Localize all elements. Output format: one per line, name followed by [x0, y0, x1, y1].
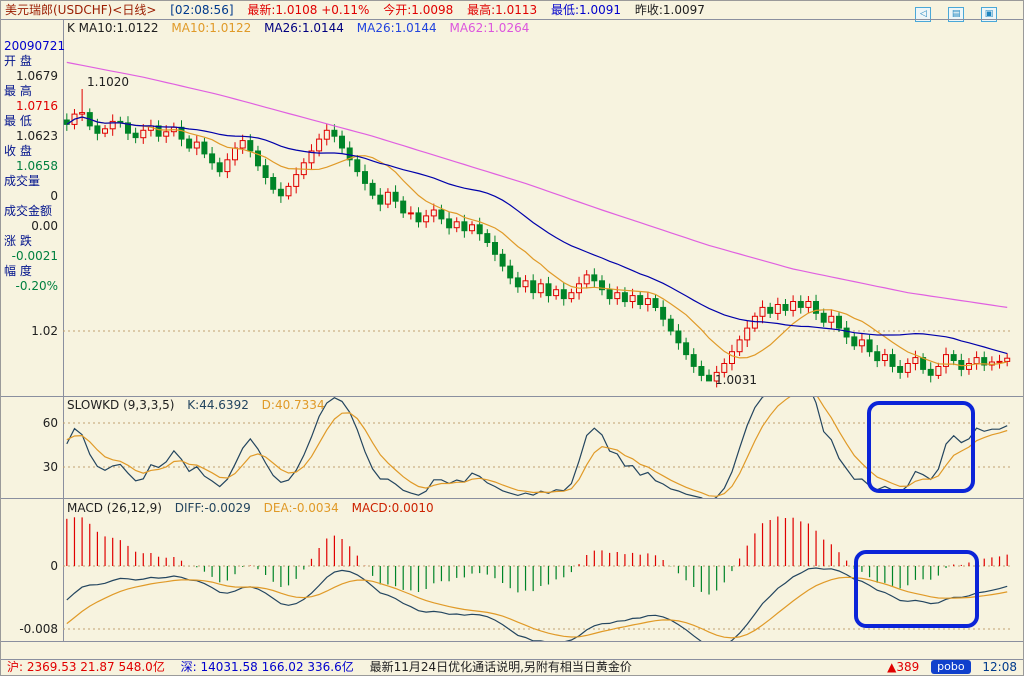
cursor-date: 20090721: [4, 39, 66, 53]
ma-label-k: K MA10:1.0122: [67, 21, 159, 35]
field-low: 最低:1.0091: [550, 3, 621, 17]
panel-layout-icon[interactable]: ▤: [948, 7, 965, 22]
macd-axis-neg008: -0.008: [19, 622, 58, 636]
slowkd-d-value: D:40.7334: [261, 398, 325, 412]
divider-titlebar: [1, 19, 1023, 20]
window-icon[interactable]: ▣: [981, 7, 997, 22]
divider-slowkd-macd: [1, 498, 1023, 499]
row-low: 最 低 1.0623: [4, 114, 58, 143]
divider-sidebar: [63, 19, 64, 641]
symbol-title: 美元瑞郎(USDCHF)<日线>: [5, 3, 157, 17]
macd-diff-value: DIFF:-0.0029: [174, 501, 251, 515]
high-price-label: 1.1020: [87, 75, 129, 89]
macd-axis-0: 0: [50, 559, 58, 573]
slowkd-title: SLOWKD (9,3,3,5): [67, 398, 175, 412]
row-change: 涨 跌 -0.0021: [4, 234, 58, 263]
back-icon[interactable]: ◁: [915, 7, 932, 22]
quote-sidebar: 20090721 开 盘 1.0679 最 高 1.0716 最 低 1.062…: [1, 19, 66, 294]
date-axis: 日线 200906 08 09 10 11: [1, 641, 1023, 659]
index-shanghai: 沪: 2369.53 21.87 548.0亿: [7, 660, 165, 674]
slowkd-k-value: K:44.6392: [187, 398, 249, 412]
field-last: 最新:1.0108 +0.11%: [247, 3, 370, 17]
brand-badge[interactable]: pobo: [931, 660, 971, 674]
macd-title: MACD (26,12,9): [67, 501, 162, 515]
divider-statusbar: [1, 659, 1023, 660]
row-high: 最 高 1.0716: [4, 84, 58, 113]
annotation-box-slowkd: [867, 401, 975, 493]
status-change: ▲389: [887, 660, 920, 674]
ma-label-ma26b: MA26:1.0144: [356, 21, 437, 35]
quote-clock: [02:08:56]: [170, 3, 234, 17]
field-open: 今开:1.0098: [383, 3, 454, 17]
divider-main-slowkd: [1, 396, 1023, 397]
window-controls: ◁ ▤ ▣: [912, 3, 1007, 22]
main-axis-label: 1.02: [31, 324, 58, 338]
candlestick-chart[interactable]: [63, 19, 1011, 396]
ma-label-ma26a: MA26:1.0144: [264, 21, 344, 35]
row-range: 幅 度 -0.20%: [4, 264, 58, 293]
title-bar: 美元瑞郎(USDCHF)<日线> [02:08:56] 最新:1.0108 +0…: [1, 1, 1023, 22]
annotation-box-macd: [854, 550, 979, 628]
low-price-label: 1.0031: [715, 373, 757, 387]
macd-bar-value: MACD:0.0010: [351, 501, 434, 515]
macd-dea-value: DEA:-0.0034: [263, 501, 339, 515]
row-open: 开 盘 1.0679: [4, 54, 58, 83]
slowkd-axis-60: 60: [42, 416, 58, 430]
status-right-cluster: ▲389 pobo 12:08: [879, 659, 1017, 675]
ticker-message: 最新11月24日优化通话说明,另附有相当日黄金价: [369, 660, 632, 674]
macd-chart[interactable]: [63, 499, 1011, 641]
row-close: 收 盘 1.0658: [4, 144, 58, 173]
status-bar: 沪: 2369.53 21.87 548.0亿 深: 14031.58 166.…: [1, 659, 1023, 675]
slowkd-axis-30: 30: [42, 460, 58, 474]
row-volume: 成交量 0: [4, 174, 58, 203]
row-turnover: 成交金额 0.00: [4, 204, 58, 233]
field-prev-close: 昨收:1.0097: [634, 3, 705, 17]
field-high: 最高:1.0113: [467, 3, 538, 17]
index-shenzhen: 深: 14031.58 166.02 336.6亿: [180, 660, 354, 674]
ma-label-ma10: MA10:1.0122: [171, 21, 252, 35]
main-chart-header: K MA10:1.0122 MA10:1.0122 MA26:1.0144 MA…: [67, 21, 538, 35]
macd-header: MACD (26,12,9) DIFF:-0.0029 DEA:-0.0034 …: [67, 501, 443, 515]
status-time: 12:08: [982, 660, 1017, 674]
divider-macd-dates: [1, 641, 1023, 642]
slowkd-header: SLOWKD (9,3,3,5) K:44.6392 D:40.7334: [67, 398, 334, 412]
slowkd-chart[interactable]: [63, 397, 1011, 498]
ma-label-ma62: MA62:1.0264: [449, 21, 530, 35]
